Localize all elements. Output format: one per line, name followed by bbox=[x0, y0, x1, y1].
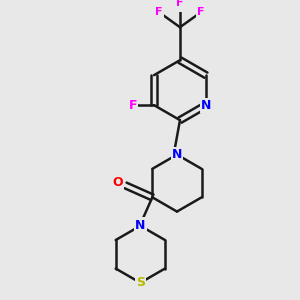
Text: N: N bbox=[201, 99, 211, 112]
Text: F: F bbox=[197, 7, 205, 17]
Text: N: N bbox=[135, 219, 146, 232]
Text: N: N bbox=[172, 148, 182, 161]
Text: F: F bbox=[176, 0, 184, 8]
Text: S: S bbox=[136, 276, 145, 289]
Text: F: F bbox=[129, 99, 137, 112]
Text: O: O bbox=[112, 176, 123, 189]
Text: F: F bbox=[155, 7, 163, 17]
Text: N: N bbox=[135, 218, 146, 231]
